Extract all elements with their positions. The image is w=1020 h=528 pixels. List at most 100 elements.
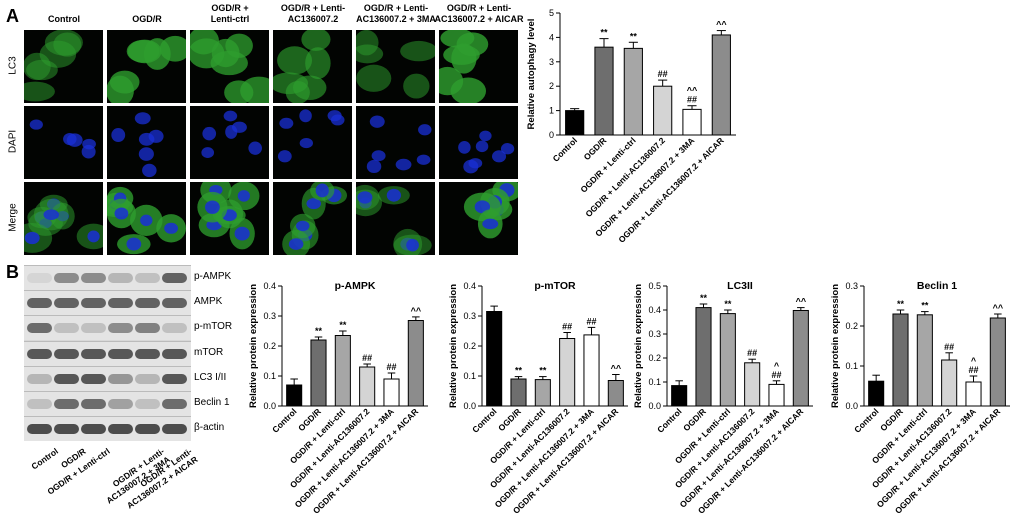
significance-label: ** — [600, 28, 608, 38]
y-axis-label: Relative protein expression — [830, 284, 841, 408]
category-label: OGD/R + Lenti-AC136007.2 — [488, 406, 572, 490]
micro-image — [190, 182, 269, 255]
y-tick-label: 0.3 — [463, 311, 476, 321]
blot-band — [81, 374, 106, 384]
blot-protein-label: p-mTOR — [194, 321, 233, 332]
y-tick-label: 0.2 — [648, 353, 661, 363]
chart-title: p-AMPK — [335, 280, 376, 292]
blot-row — [24, 416, 191, 441]
blot-band — [108, 323, 133, 333]
blot-band — [135, 399, 160, 409]
y-tick-label: 0.0 — [463, 401, 476, 411]
blot-band — [162, 374, 187, 384]
significance-label: ** — [724, 299, 732, 309]
blot-band — [27, 399, 52, 409]
micro-column-label: OGD/R + Lenti- AC136007.2 — [280, 3, 346, 24]
blot-row — [24, 265, 191, 290]
blot-band — [27, 424, 52, 434]
significance-label: ^^ — [611, 364, 622, 374]
chart-title: Beclin 1 — [917, 280, 957, 292]
y-tick-label: 0.0 — [845, 401, 858, 411]
y-tick-label: 0.1 — [463, 371, 476, 381]
significance-label: ## — [658, 69, 668, 79]
micro-image — [107, 182, 186, 255]
y-tick-label: 0.0 — [263, 401, 276, 411]
blot-band — [81, 323, 106, 333]
blot-band — [81, 399, 106, 409]
micro-column-label: OGD/R — [132, 14, 162, 24]
significance-label: ^ — [971, 356, 977, 366]
blot-band — [81, 298, 106, 308]
bar — [916, 314, 933, 407]
y-tick-label: 0.3 — [263, 311, 276, 321]
blot-band — [54, 349, 79, 359]
blot-band — [54, 273, 79, 283]
micro-image — [190, 106, 269, 179]
blot-protein-label: AMPK — [194, 296, 223, 307]
micro-column-label: Control — [48, 14, 80, 24]
category-label: OGD/R + Lenti-ctrl — [488, 406, 547, 465]
y-tick-label: 1 — [549, 106, 554, 116]
significance-label: ## — [968, 365, 978, 375]
blot-band — [162, 298, 187, 308]
micro-row-label: DAPI — [7, 129, 19, 154]
micro-image — [24, 182, 103, 255]
bar — [486, 311, 503, 407]
significance-label: ^^ — [716, 20, 727, 30]
significance-label: ## — [586, 316, 596, 326]
micro-image — [439, 30, 518, 103]
y-tick-label: 0.5 — [648, 281, 661, 291]
y-tick-label: 0.1 — [648, 377, 661, 387]
bar — [510, 378, 527, 407]
category-label: OGD/R + Lenti-AC136007.2 + AICAR — [311, 406, 420, 515]
micro-image — [107, 106, 186, 179]
western-blot — [24, 265, 191, 441]
micro-image — [190, 30, 269, 103]
bar — [719, 313, 736, 407]
category-label: OGD/R — [878, 406, 905, 433]
category-label: OGD/R + Lenti-ctrl — [578, 135, 637, 194]
bar — [695, 307, 712, 407]
category-label: Control — [470, 406, 498, 434]
category-label: OGD/R + Lenti-AC136007.2 + 3MA — [293, 406, 396, 509]
micro-image — [24, 106, 103, 179]
category-label: OGD/R + Lenti-AC136007.2 — [583, 135, 667, 219]
category-label: OGD/R + Lenti-ctrl — [870, 406, 929, 465]
bar — [383, 378, 400, 407]
bar — [559, 338, 576, 407]
bar — [989, 317, 1006, 407]
blot-protein-label: Beclin 1 — [194, 397, 230, 408]
bar — [768, 383, 785, 407]
blot-row — [24, 341, 191, 366]
category-label: OGD/R — [582, 135, 609, 162]
y-tick-label: 0.1 — [263, 371, 276, 381]
category-label: OGD/R + Lenti-AC136007.2 + AICAR — [893, 406, 1002, 515]
bar — [594, 46, 614, 136]
significance-label: ** — [315, 326, 323, 336]
significance-label: ## — [944, 342, 954, 352]
category-label: OGD/R + Lenti-ctrl — [288, 406, 347, 465]
micro-row-label: LC3 — [7, 56, 19, 75]
bar — [623, 47, 643, 136]
panel-a-letter: A — [6, 6, 19, 26]
category-label: OGD/R — [496, 406, 523, 433]
category-label: OGD/R — [681, 406, 708, 433]
bar — [359, 366, 376, 407]
blot-band — [54, 424, 79, 434]
blot-row — [24, 366, 191, 391]
significance-label: ## — [562, 322, 572, 332]
micro-image — [356, 106, 435, 179]
significance-label: ^^ — [993, 303, 1004, 313]
blot-band — [135, 273, 160, 283]
micro-column-label: OGD/R + Lenti-ctrl — [210, 3, 250, 24]
significance-label: ## — [747, 348, 757, 358]
significance-label: ^ — [774, 361, 780, 371]
bar — [607, 380, 624, 407]
bar — [868, 380, 885, 407]
significance-label: ** — [515, 366, 523, 376]
blot-band — [135, 349, 160, 359]
significance-label: ## — [386, 362, 396, 372]
y-tick-label: 0.2 — [845, 321, 858, 331]
significance-label: ## — [687, 95, 697, 105]
blot-band — [135, 374, 160, 384]
